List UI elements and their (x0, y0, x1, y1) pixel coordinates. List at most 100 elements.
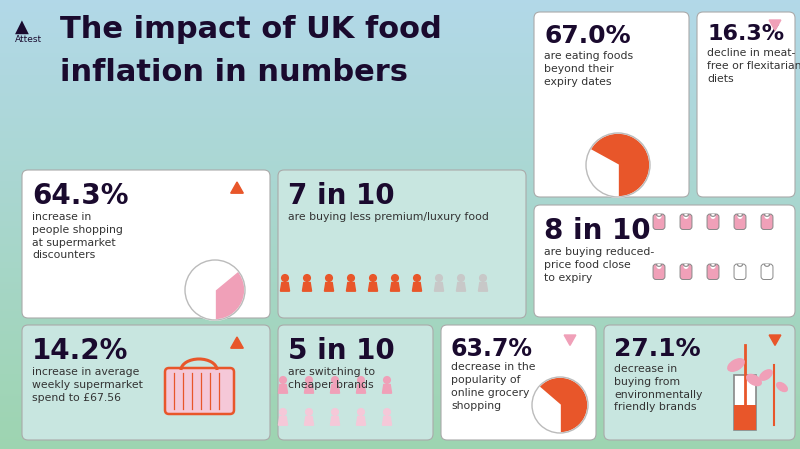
Bar (0, 319, 800, 321)
Bar (0, 240, 800, 242)
Text: 27.1%: 27.1% (614, 337, 701, 361)
Wedge shape (185, 260, 238, 320)
Bar (0, 213, 800, 216)
Bar (0, 348, 800, 350)
Text: increase in average
weekly supermarket
spend to £67.56: increase in average weekly supermarket s… (32, 367, 143, 403)
Bar (0, 94, 800, 97)
Bar (0, 265, 800, 267)
Circle shape (738, 215, 742, 218)
Bar (0, 31, 800, 34)
Bar (0, 431, 800, 433)
Polygon shape (369, 282, 378, 291)
FancyBboxPatch shape (278, 325, 433, 440)
Bar (0, 198, 800, 200)
Bar (0, 4, 800, 7)
Polygon shape (325, 282, 334, 291)
Bar (0, 79, 800, 81)
Bar (0, 429, 800, 431)
Bar (0, 227, 800, 229)
Ellipse shape (728, 359, 744, 371)
Bar (0, 330, 800, 332)
Bar (0, 393, 800, 395)
Text: ▲: ▲ (15, 18, 29, 36)
Polygon shape (230, 337, 243, 348)
Circle shape (384, 409, 390, 415)
Circle shape (711, 215, 715, 218)
Bar (0, 332, 800, 335)
Bar (0, 83, 800, 85)
Bar (0, 175, 800, 177)
Circle shape (436, 275, 442, 282)
Bar (0, 328, 800, 330)
Polygon shape (382, 417, 391, 425)
Bar (0, 112, 800, 114)
Bar (0, 287, 800, 290)
Bar (0, 386, 800, 388)
Bar (0, 193, 800, 195)
Bar (0, 141, 800, 144)
Bar (0, 402, 800, 404)
Text: 64.3%: 64.3% (32, 182, 129, 210)
Bar (0, 88, 800, 90)
Bar (0, 303, 800, 305)
Bar (0, 236, 800, 238)
Bar (0, 47, 800, 49)
Polygon shape (330, 417, 339, 425)
Bar (0, 200, 800, 202)
Bar (0, 382, 800, 384)
Bar (0, 337, 800, 339)
Bar (0, 99, 800, 101)
Circle shape (370, 275, 376, 282)
Circle shape (711, 264, 715, 268)
Bar (0, 391, 800, 393)
Polygon shape (390, 282, 399, 291)
Bar (0, 346, 800, 348)
Bar (0, 76, 800, 79)
Bar (0, 373, 800, 375)
Bar (0, 61, 800, 63)
Text: The impact of UK food: The impact of UK food (60, 15, 442, 44)
Bar (0, 56, 800, 58)
Bar (0, 420, 800, 422)
Text: are buying reduced-
price food close
to expiry: are buying reduced- price food close to … (544, 247, 654, 282)
Bar (0, 272, 800, 274)
Bar (0, 7, 800, 9)
Bar (0, 296, 800, 299)
Bar (0, 299, 800, 301)
Bar (0, 317, 800, 319)
Bar (0, 364, 800, 366)
Polygon shape (278, 417, 287, 425)
Polygon shape (330, 384, 339, 393)
Polygon shape (478, 282, 487, 291)
Bar (0, 209, 800, 211)
Bar (0, 254, 800, 256)
Polygon shape (769, 20, 781, 31)
Bar (0, 281, 800, 283)
Bar (0, 321, 800, 323)
Circle shape (282, 275, 288, 282)
Text: are switching to
cheaper brands: are switching to cheaper brands (288, 367, 375, 390)
Bar (0, 36, 800, 38)
Polygon shape (564, 335, 576, 345)
Circle shape (658, 215, 661, 218)
Bar (0, 341, 800, 343)
FancyBboxPatch shape (22, 170, 270, 318)
Bar (0, 106, 800, 108)
Bar (0, 366, 800, 368)
Bar (0, 184, 800, 186)
Bar (0, 301, 800, 303)
Bar (0, 108, 800, 110)
Bar (0, 267, 800, 269)
Bar (0, 92, 800, 94)
Circle shape (304, 275, 310, 282)
Polygon shape (230, 182, 243, 193)
Bar (0, 168, 800, 171)
Polygon shape (346, 282, 355, 291)
Bar (0, 90, 800, 92)
Bar (0, 43, 800, 45)
Bar (0, 411, 800, 413)
Bar (0, 180, 800, 182)
Wedge shape (538, 377, 588, 433)
Bar (0, 150, 800, 153)
Bar (0, 16, 800, 18)
